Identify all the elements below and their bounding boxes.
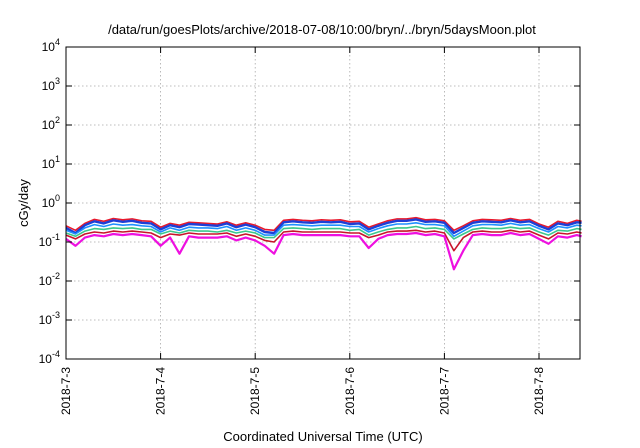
chart-title: /data/run/goesPlots/archive/2018-07-08/1… xyxy=(108,22,536,37)
y-tick-label: 10-2 xyxy=(39,271,60,288)
y-axis-label: cGy/day xyxy=(16,179,31,227)
series-line-6 xyxy=(65,231,582,271)
ticks: 10-4 10-3 10-2 10-1 100 101 102 103 104 2018-7-3 2… xyxy=(39,37,580,415)
x-tick-label: 2018-7-3 xyxy=(59,367,73,415)
series-group xyxy=(65,216,582,271)
x-axis-label: Coordinated Universal Time (UTC) xyxy=(223,429,422,444)
x-tick-label: 2018-7-6 xyxy=(343,367,357,415)
series-line-4 xyxy=(65,225,582,240)
y-tick-label: 101 xyxy=(42,154,60,171)
y-tick-label: 10-3 xyxy=(39,310,60,327)
x-tick-label: 2018-7-5 xyxy=(248,367,262,415)
y-tick-label: 104 xyxy=(42,37,60,54)
grid xyxy=(66,47,580,359)
x-tick-label: 2018-7-8 xyxy=(532,367,546,415)
y-tick-label: 10-1 xyxy=(39,232,60,249)
series-line-1 xyxy=(65,216,582,232)
series-line-5 xyxy=(65,229,582,252)
y-tick-label: 103 xyxy=(42,76,60,93)
x-tick-label: 2018-7-7 xyxy=(437,367,451,415)
series-line-2 xyxy=(65,218,582,235)
series-line-3 xyxy=(65,222,582,238)
y-tick-label: 102 xyxy=(42,115,60,132)
y-tick-label: 10-4 xyxy=(39,349,60,366)
y-tick-label: 100 xyxy=(42,193,60,210)
x-tick-label: 2018-7-4 xyxy=(154,367,168,415)
